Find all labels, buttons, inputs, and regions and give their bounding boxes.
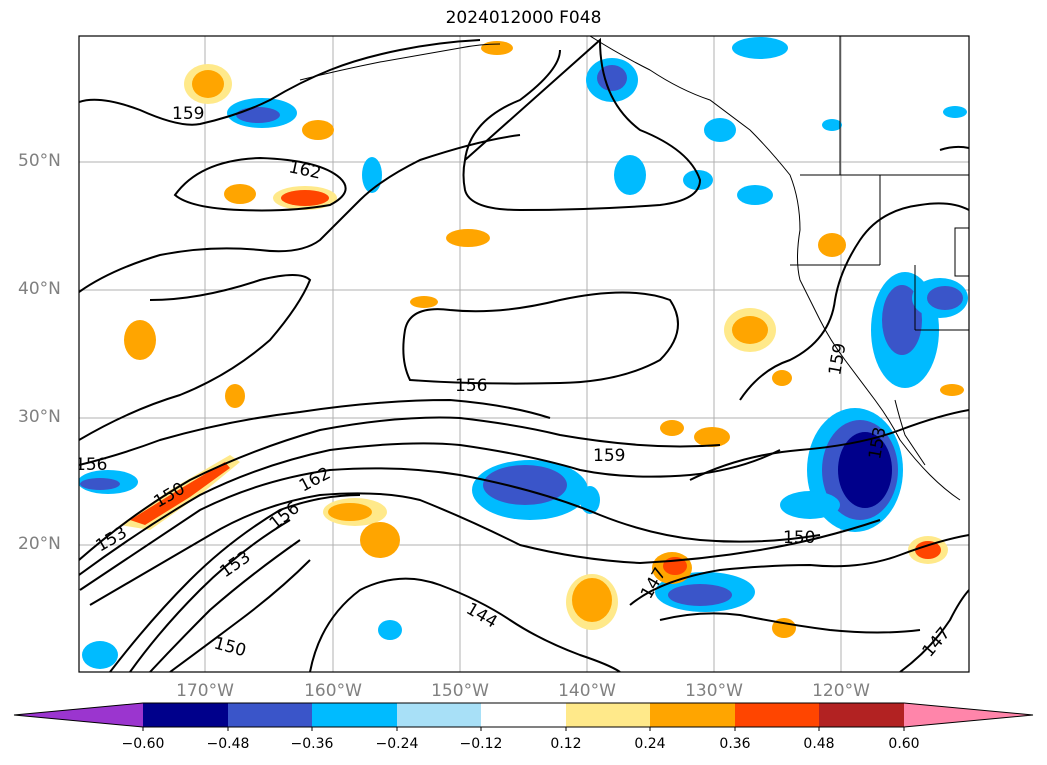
lat-label-30n: 30°N (18, 407, 61, 427)
height-contours (79, 37, 969, 672)
colorbar-tick-label: −0.24 (375, 736, 419, 752)
map-frame (78, 35, 970, 673)
lon-label-170w: 170°W (176, 681, 234, 701)
contour-label: 156 (75, 455, 107, 475)
colorbar-segment (566, 703, 650, 727)
map-area: 159 162 156 156 159 162 156 153 153 150 … (75, 36, 969, 672)
colorbar-tick-label: 0.12 (550, 736, 582, 752)
colorbar-segment (228, 703, 312, 727)
colorbar-segment (735, 703, 819, 727)
colorbar-tick-label: −0.36 (290, 736, 334, 752)
contour-label: 159 (172, 104, 204, 124)
colorbar-segment (819, 703, 904, 727)
map-title: 2024012000 F048 (445, 8, 602, 28)
colorbar-tick-label: 0.24 (634, 736, 666, 752)
colorbar-tick-label: −0.12 (459, 736, 503, 752)
colorbar-segment (397, 703, 481, 727)
colorbar-tick-label: −0.60 (121, 736, 165, 752)
contour-label: 150 (783, 528, 815, 548)
colorbar-tick-label: 0.60 (888, 736, 920, 752)
colorbar (13, 702, 1034, 731)
colorbar-segment (143, 703, 228, 727)
lon-label-160w: 160°W (304, 681, 362, 701)
colorbar-segment (312, 703, 397, 727)
lat-label-40n: 40°N (18, 279, 61, 299)
lon-label-130w: 130°W (685, 681, 743, 701)
lon-label-120w: 120°W (812, 681, 870, 701)
positive-anomaly-shading (120, 41, 964, 638)
lon-label-150w: 150°W (431, 681, 489, 701)
lat-label-50n: 50°N (18, 151, 61, 171)
contour-label: 156 (455, 376, 487, 396)
colorbar-segment (650, 703, 735, 727)
colorbar-tick-label: 0.48 (803, 736, 835, 752)
colorbar-segment (481, 703, 566, 727)
lat-label-20n: 20°N (18, 534, 61, 554)
contour-label: 159 (593, 446, 625, 466)
colorbar-tick-label: −0.48 (206, 736, 250, 752)
colorbar-lower-extension (14, 703, 143, 727)
gridlines (79, 36, 969, 672)
colorbar-upper-extension (904, 703, 1033, 727)
coastlines (299, 36, 969, 501)
colorbar-tick-label: 0.36 (719, 736, 751, 752)
lon-label-140w: 140°W (558, 681, 616, 701)
